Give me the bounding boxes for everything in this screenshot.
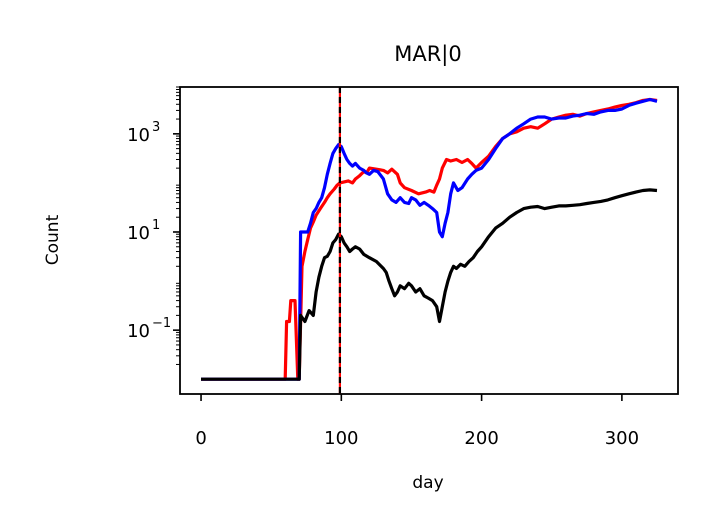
y-tick-label: 10: [127, 321, 150, 342]
x-tick-label: 0: [195, 428, 206, 449]
y-axis-label: Count: [43, 214, 63, 265]
x-axis-label: day: [412, 473, 443, 493]
axes-frame: [179, 86, 679, 395]
x-tick-label: 200: [464, 428, 498, 449]
series-line-2: [201, 97, 658, 381]
y-tick-label: 10: [127, 125, 150, 146]
x-tick-label: 100: [324, 428, 358, 449]
y-tick-exponent: 3: [152, 120, 160, 135]
x-tick-label: 300: [605, 428, 639, 449]
y-tick-exponent: 1: [152, 218, 160, 233]
series-line-3: [201, 188, 658, 381]
y-tick-label: 10: [127, 223, 150, 244]
y-tick-exponent: −1: [152, 316, 171, 331]
series-line-1: [201, 97, 658, 381]
chart-title: MAR|0: [394, 42, 462, 67]
